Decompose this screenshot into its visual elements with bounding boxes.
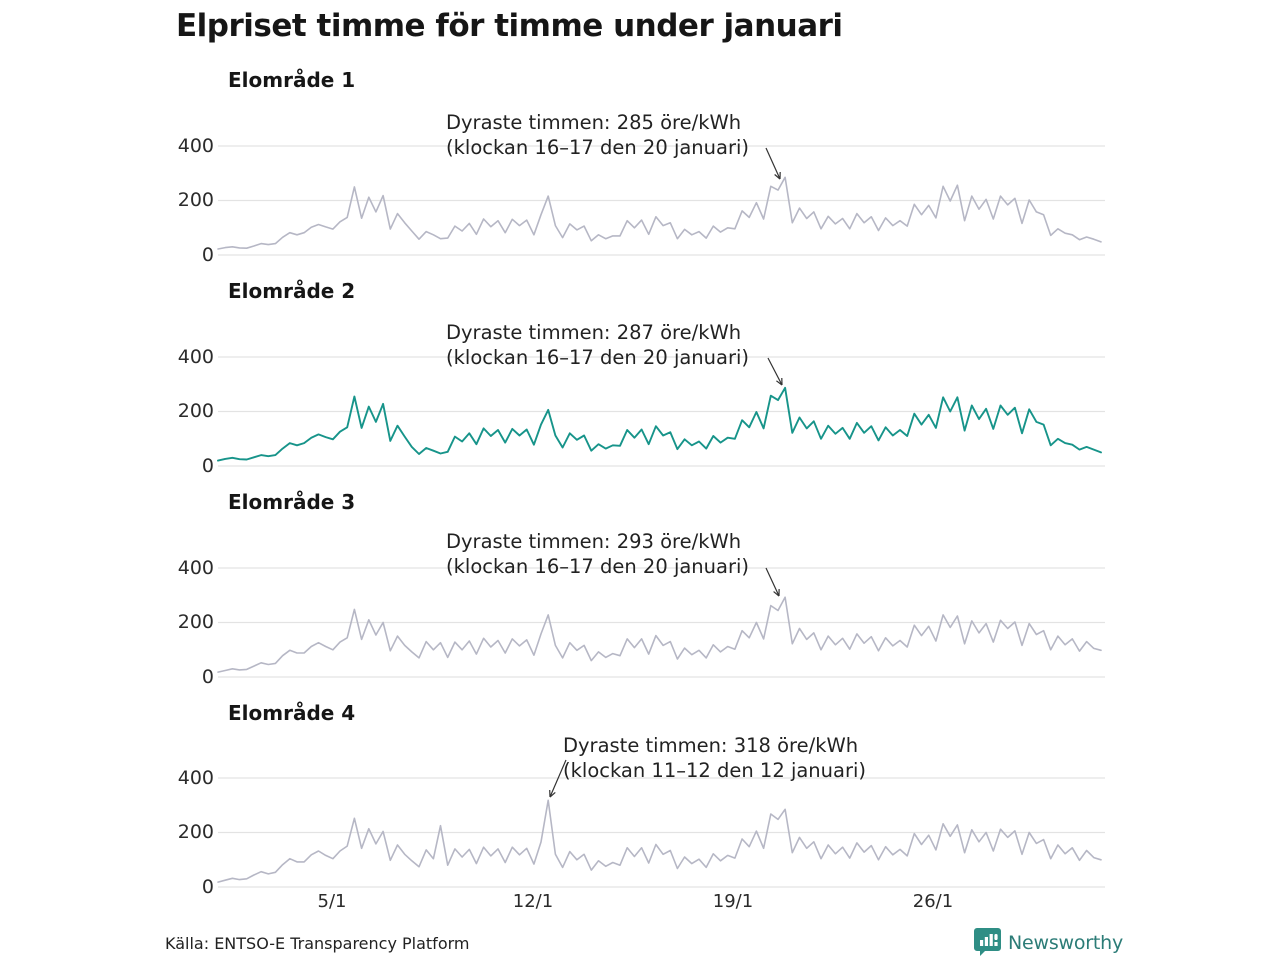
panel-2-ytick-400: 400 (177, 346, 214, 368)
panel-4-ytick-200: 200 (177, 821, 214, 843)
newsworthy-icon (974, 928, 1001, 956)
xtick-26-1: 26/1 (912, 891, 954, 912)
brand-name: Newsworthy (1008, 931, 1124, 954)
panel-2-label: Elområde 2 (228, 279, 356, 303)
panel-2-annotation: Dyraste timmen: 287 öre/kWh (klockan 16–… (446, 321, 749, 370)
page-title: Elpriset timme för timme under januari (176, 8, 843, 44)
panel-3-ytick-200: 200 (177, 611, 214, 633)
panel-3-ytick-0: 0 (201, 666, 214, 688)
panel-1-ytick-200: 200 (177, 189, 214, 211)
xtick-12-1: 12/1 (512, 891, 554, 912)
xtick-19-1: 19/1 (712, 891, 754, 912)
panel-2-annotation-line2: (klockan 16–17 den 20 januari) (446, 345, 750, 369)
panel-1-ytick-0: 0 (201, 244, 214, 266)
panel-3-label: Elområde 3 (228, 490, 356, 514)
panel-3-annotation: Dyraste timmen: 293 öre/kWh (klockan 16–… (446, 530, 749, 579)
panel-4-ytick-0: 0 (201, 876, 214, 898)
panel-4-label: Elområde 4 (228, 701, 356, 725)
panel-3-ytick-400: 400 (177, 557, 214, 579)
source-note: Källa: ENTSO-E Transparency Platform (165, 934, 470, 953)
panel-2-annotation-line1: Dyraste timmen: 287 öre/kWh (446, 321, 742, 344)
panel-1-ytick-400: 400 (177, 135, 214, 157)
panel-3-annotation-line1: Dyraste timmen: 293 öre/kWh (446, 530, 742, 553)
panel-4-annotation-line2: (klockan 11–12 den 12 januari) (563, 758, 867, 782)
panel-2-ytick-0: 0 (201, 455, 214, 477)
panel-1-label: Elområde 1 (228, 68, 356, 92)
panel-2-ytick-200: 200 (177, 400, 214, 422)
panel-4-annotation: Dyraste timmen: 318 öre/kWh (klockan 11–… (563, 734, 866, 783)
brand-logo: Newsworthy (974, 928, 1123, 957)
panel-1-annotation-line1: Dyraste timmen: 285 öre/kWh (446, 111, 742, 134)
panel-1-annotation-line2: (klockan 16–17 den 20 januari) (446, 135, 750, 159)
xtick-5-1: 5/1 (317, 891, 347, 912)
panel-4-annotation-line1: Dyraste timmen: 318 öre/kWh (563, 734, 859, 757)
panel-3-annotation-line2: (klockan 16–17 den 20 januari) (446, 554, 750, 578)
panel-1-annotation: Dyraste timmen: 285 öre/kWh (klockan 16–… (446, 111, 749, 160)
panel-4-ytick-400: 400 (177, 767, 214, 789)
